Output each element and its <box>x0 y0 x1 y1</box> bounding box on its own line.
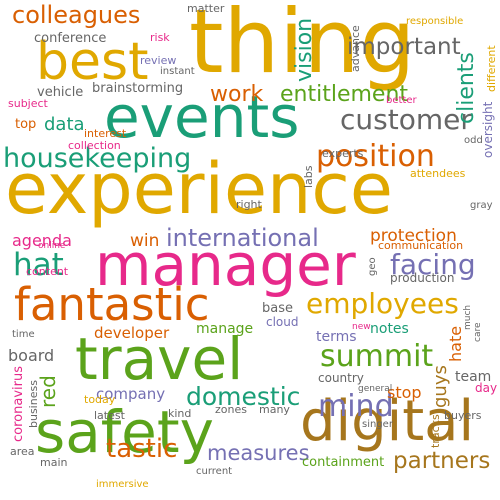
word-protection: protection <box>370 226 457 246</box>
word-experience: experience <box>5 148 393 230</box>
word-housekeeping: housekeeping <box>3 143 192 174</box>
word-production: production <box>390 271 455 285</box>
word-tastic: tastic <box>106 434 178 464</box>
word-terms: terms <box>316 329 357 345</box>
word-win: win <box>130 231 160 251</box>
word-data: data <box>44 114 85 135</box>
word-geo: geo <box>367 257 378 276</box>
word-country: country <box>318 371 364 385</box>
word-content: content <box>26 265 69 278</box>
word-care: care <box>473 322 483 342</box>
word-hate: hate <box>446 325 465 362</box>
word-business: business <box>27 380 40 428</box>
word-day: day <box>475 381 498 395</box>
word-summit: summit <box>320 339 434 374</box>
word-general: general <box>358 384 393 394</box>
word-coronavirus: coronavirus <box>11 366 26 442</box>
word-measures: measures <box>207 441 310 465</box>
word-entitlement: entitlement <box>280 82 409 107</box>
word-mind: mind <box>318 389 394 424</box>
word-online: online <box>38 241 66 251</box>
word-risk: risk <box>150 31 170 44</box>
word-advance: advance <box>349 25 362 72</box>
word-agenda: agenda <box>12 231 72 250</box>
word-collection: collection <box>68 139 121 152</box>
word-board: board <box>8 346 55 365</box>
word-area: area <box>10 445 35 458</box>
word-gray: gray <box>470 200 493 211</box>
word-colleagues: colleagues <box>12 1 141 29</box>
word-containment: containment <box>302 455 385 470</box>
word-current: current <box>196 466 233 477</box>
word-developer: developer <box>94 324 170 342</box>
word-clients: clients <box>454 52 479 124</box>
word-manager: manager <box>95 231 356 299</box>
word-interest: interest <box>84 127 127 140</box>
word-right: right <box>236 198 262 211</box>
word-vision: vision <box>292 17 317 82</box>
word-events: events <box>104 83 300 151</box>
word-fantastic: fantastic <box>14 278 210 331</box>
word-safety: safety <box>35 398 214 466</box>
word-oversight: oversight <box>481 101 495 158</box>
word-red: red <box>36 375 60 408</box>
word-stop: stop <box>387 383 422 402</box>
word-domestic: domestic <box>186 382 301 411</box>
word-kind: kind <box>168 407 192 420</box>
word-international: international <box>166 224 319 252</box>
word-position: position <box>316 139 435 174</box>
word-experts: experts <box>322 147 364 160</box>
word-manage: manage <box>196 321 254 337</box>
word-conference: conference <box>34 31 107 46</box>
word-base: base <box>262 301 293 316</box>
word-customer: customer <box>340 103 472 136</box>
word-brainstorming: brainstorming <box>92 81 184 96</box>
word-cloud: cloud <box>266 315 299 329</box>
word-tracks: tracks <box>429 414 442 448</box>
word-thing: thing <box>189 0 416 93</box>
word-subject: subject <box>8 97 48 110</box>
word-company: company <box>96 385 166 403</box>
word-main: main <box>40 456 68 469</box>
word-labs: labs <box>302 165 315 188</box>
word-team: team <box>455 369 492 385</box>
word-important: important <box>347 34 461 60</box>
word-communication: communication <box>378 239 464 252</box>
word-hat: hat <box>13 247 64 283</box>
word-guys: guys <box>430 365 451 408</box>
word-better: better <box>386 95 417 106</box>
word-attendees: attendees <box>410 167 466 180</box>
word-best: best <box>36 32 149 92</box>
word-singer: singer <box>362 419 393 430</box>
word-immersive: immersive <box>96 479 149 490</box>
word-zones: zones <box>215 403 247 416</box>
word-notes: notes <box>370 321 409 337</box>
word-odd: odd <box>464 135 483 146</box>
word-top: top <box>15 117 37 132</box>
word-latest: latest <box>94 409 125 422</box>
word-matter: matter <box>187 2 225 15</box>
word-buyers: buyers <box>444 409 482 422</box>
word-new: new <box>352 322 371 332</box>
word-different: different <box>485 45 498 92</box>
word-digital: digital <box>300 389 475 454</box>
word-time: time <box>12 329 35 340</box>
word-travel: travel <box>75 325 244 393</box>
word-facing: facing <box>390 248 476 281</box>
word-much: much <box>463 304 473 330</box>
word-responsible: responsible <box>406 16 464 27</box>
word-employees: employees <box>306 287 459 320</box>
word-many: many <box>259 403 290 416</box>
word-instant: instant <box>160 66 195 77</box>
word-work: work <box>210 82 264 107</box>
word-partners: partners <box>393 448 491 474</box>
word-review: review <box>140 54 177 67</box>
word-today: today <box>84 393 116 406</box>
word-vehicle: vehicle <box>37 85 84 100</box>
